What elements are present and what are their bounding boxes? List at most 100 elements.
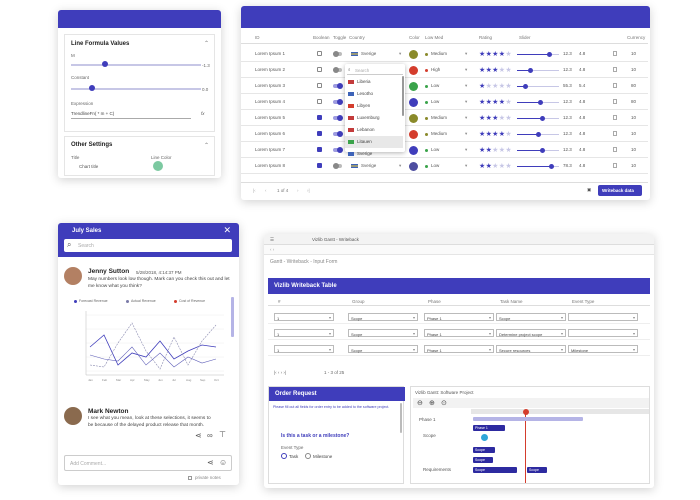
m-slider-thumb[interactable] [102, 61, 108, 67]
cell-level[interactable]: Low [431, 163, 440, 168]
row-slider-thumb[interactable] [523, 83, 528, 89]
row-slider-thumb[interactable] [540, 147, 545, 153]
rating-star[interactable]: ★ [485, 131, 493, 138]
color-swatch[interactable] [409, 97, 418, 107]
function-icon[interactable]: fx [201, 111, 205, 116]
form-field-id[interactable]: 1 ▾ [274, 345, 334, 353]
gantt-bar-phase[interactable] [473, 417, 583, 421]
row-slider-track[interactable] [517, 85, 559, 87]
rating-star[interactable]: ★ [492, 67, 499, 74]
dropdown-scrollbar[interactable] [402, 76, 404, 116]
col-header-slider[interactable]: Slider [519, 35, 531, 40]
cell-value[interactable]: 55.3 [563, 83, 572, 88]
cell-value[interactable]: 12.3 [563, 131, 572, 136]
color-swatch[interactable] [409, 81, 418, 91]
add-comment-box[interactable]: Add Comment... ⋖ ☺ [64, 455, 232, 471]
gantt-bar[interactable]: Scope [527, 467, 547, 473]
row-slider-thumb[interactable] [528, 67, 533, 73]
toggle-switch[interactable] [333, 147, 343, 153]
chevron-down-icon[interactable]: ▾ [465, 131, 468, 136]
color-swatch[interactable] [409, 129, 418, 139]
rating-star[interactable]: ★ [498, 147, 506, 154]
form-field-phase[interactable]: Phase 1 ▾ [424, 329, 494, 337]
comments-search-input[interactable]: ⌕ Search [64, 239, 232, 252]
row-slider-thumb[interactable] [536, 131, 541, 137]
rating-star[interactable]: ★ [485, 147, 493, 154]
back-icon[interactable]: ‹ › [270, 247, 275, 252]
col-header-event[interactable]: Event Type [572, 299, 595, 304]
boolean-checkbox[interactable] [317, 99, 322, 104]
rating-star[interactable]: ★ [485, 67, 493, 74]
cell-name[interactable]: Lorem Ipsum 8 [255, 163, 286, 168]
country-dropdown[interactable]: ⌕ Search Liberia Lesotho Libyen Luxemburg Le… [345, 64, 405, 156]
toggle-switch[interactable] [333, 67, 342, 73]
zoom-reset-icon[interactable]: ⊙ [441, 400, 447, 407]
rating-star[interactable]: ★ [485, 83, 493, 90]
rating-star[interactable]: ★ [479, 147, 486, 154]
cell-currency[interactable]: 10 [631, 131, 637, 136]
rating-star[interactable]: ★ [479, 99, 486, 106]
form-field-group[interactable]: Scope ▾ [348, 345, 418, 353]
rating-star[interactable]: ★ [505, 83, 512, 90]
col-header-currency[interactable]: Currency [627, 35, 646, 40]
constant-slider-track[interactable] [71, 88, 201, 90]
cell-currency[interactable]: 10 [631, 51, 637, 56]
dropdown-option[interactable]: Litauen [345, 136, 403, 148]
rating-star[interactable]: ★ [505, 67, 512, 74]
color-swatch[interactable] [409, 161, 418, 171]
toggle-switch[interactable] [333, 131, 343, 137]
rating-star[interactable]: ★ [479, 163, 486, 170]
boolean-checkbox[interactable] [317, 83, 322, 88]
cell-level[interactable]: Medium [431, 131, 448, 136]
pin-icon[interactable]: ⊤ [219, 430, 226, 439]
rating-star[interactable]: ★ [498, 131, 506, 138]
cell-value[interactable]: 12.3 [563, 115, 572, 120]
cell-number[interactable]: 4.8 [579, 67, 586, 72]
cell-name[interactable]: Lorem Ipsum 2 [255, 67, 286, 72]
document-icon[interactable] [613, 51, 617, 56]
cell-currency[interactable]: 80 [631, 99, 637, 104]
share-icon[interactable]: ⋖ [195, 431, 202, 440]
rating-star[interactable]: ★ [498, 83, 506, 90]
rating-star[interactable]: ★ [479, 67, 486, 74]
row-slider-track[interactable] [517, 69, 559, 71]
gantt-bar[interactable]: Phase 1 [473, 425, 505, 431]
row-slider-thumb[interactable] [549, 163, 554, 169]
col-header-toggle[interactable]: Toggle [333, 35, 347, 40]
form-field-phase[interactable]: Phase 1 ▾ [424, 345, 494, 353]
cell-name[interactable]: Lorem Ipsum 7 [255, 147, 286, 152]
cell-name[interactable]: Lorem Ipsum 4 [255, 99, 286, 104]
col-header-boolean[interactable]: Boolean [313, 35, 330, 40]
rating-star[interactable]: ★ [492, 163, 499, 170]
rating-star[interactable]: ★ [498, 115, 506, 122]
document-icon[interactable] [613, 99, 617, 104]
cell-name[interactable]: Lorem Ipsum 1 [255, 51, 286, 56]
cell-number[interactable]: 4.8 [579, 131, 586, 136]
gantt-bar[interactable]: Scope [473, 457, 493, 463]
toggle-switch[interactable] [333, 99, 343, 105]
cell-value[interactable]: 78.3 [563, 163, 572, 168]
rating-star[interactable]: ★ [485, 163, 493, 170]
form-field-group[interactable]: Scope ▾ [348, 313, 418, 321]
cell-number[interactable]: 4.8 [579, 147, 586, 152]
row-slider-thumb[interactable] [540, 115, 545, 121]
private-checkbox[interactable] [188, 476, 192, 480]
chevron-down-icon[interactable]: ▾ [465, 67, 468, 72]
toggle-switch[interactable] [333, 115, 343, 121]
cell-name[interactable]: Lorem Ipsum 6 [255, 131, 286, 136]
gantt-bar[interactable]: Scope [473, 467, 517, 473]
row-slider-thumb[interactable] [547, 51, 552, 57]
cell-currency[interactable]: 10 [631, 115, 637, 120]
document-icon[interactable] [613, 67, 617, 72]
document-icon[interactable] [613, 147, 617, 152]
first-page-icon[interactable]: |‹ [253, 188, 256, 193]
link-icon[interactable]: ∞ [207, 431, 213, 440]
rating-star[interactable]: ★ [485, 51, 493, 58]
cell-currency[interactable]: 80 [631, 83, 637, 88]
menu-icon[interactable]: ☰ [270, 237, 275, 242]
line-formula-title[interactable]: Line Formula Values [71, 41, 130, 47]
rating-star[interactable]: ★ [492, 51, 499, 58]
last-page-icon[interactable]: ›| [307, 188, 310, 193]
form-field-id[interactable]: 1 ▾ [274, 313, 334, 321]
col-header-phase[interactable]: Phase [428, 299, 441, 304]
